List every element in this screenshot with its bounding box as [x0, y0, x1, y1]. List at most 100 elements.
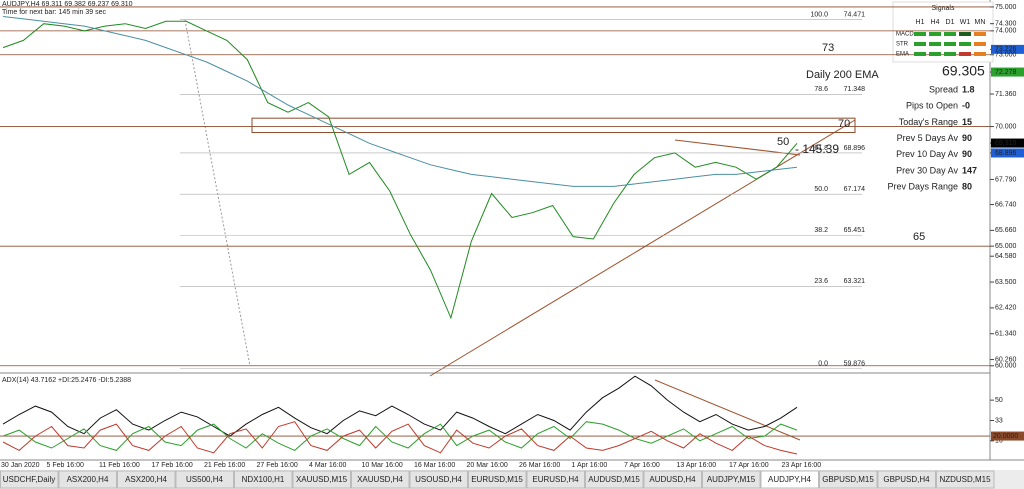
tab[interactable] — [468, 470, 527, 489]
signal-column: MN — [975, 19, 986, 26]
stat-value: 90 — [962, 133, 972, 143]
signal-column: W1 — [960, 19, 971, 26]
tab-label[interactable]: USOUSD,H4 — [415, 475, 462, 484]
y-tick-label: 50 — [995, 397, 1003, 404]
fib-price: 63.321 — [844, 278, 866, 285]
tab-label[interactable]: XAUUSD,H4 — [357, 475, 403, 484]
stat-value: -0 — [962, 101, 970, 111]
fib-price: 68.896 — [844, 145, 866, 152]
tab[interactable] — [0, 470, 59, 489]
stat-value: 90 — [962, 149, 972, 159]
tab[interactable] — [234, 470, 293, 489]
adx-line — [2, 375, 798, 437]
fib-price: 74.471 — [844, 11, 866, 18]
fib-level: 100.0 — [810, 11, 828, 18]
tab-label[interactable]: US500,H4 — [186, 475, 223, 484]
x-tick-label: 20 Mar 16:00 — [467, 462, 508, 469]
signal-bar — [959, 52, 971, 56]
tab-label[interactable]: AUDJPY,H4 — [768, 475, 812, 484]
signal-column: H4 — [931, 19, 940, 26]
y-tick-label: 75.000 — [995, 4, 1017, 11]
tab[interactable] — [58, 470, 117, 489]
tab[interactable] — [117, 470, 176, 489]
tab-label[interactable]: GBPUSD,M15 — [822, 475, 874, 484]
x-tick-label: 17 Apr 16:00 — [729, 462, 769, 469]
signal-bar — [929, 32, 941, 36]
adx-line — [2, 421, 798, 451]
signal-row: MACD — [896, 32, 914, 38]
y-tick-label: 71.360 — [995, 91, 1017, 98]
x-tick-label: 4 Mar 16:00 — [309, 462, 346, 469]
annotation: 73 — [822, 42, 834, 54]
y-tick-label: 73.000 — [995, 52, 1017, 59]
trendline — [429, 119, 856, 377]
tab-label[interactable]: EURUSD,H4 — [532, 475, 579, 484]
fib-level: 23.6 — [814, 278, 828, 285]
tab-label[interactable]: USDCHF,Daily — [3, 475, 55, 484]
y-tick-label: 65.000 — [995, 243, 1017, 250]
y-tick-label: 60.260 — [995, 356, 1017, 363]
x-tick-label: 13 Apr 16:00 — [677, 462, 717, 469]
y-tick-label: 33 — [995, 417, 1003, 424]
y-tick-label: 67.790 — [995, 176, 1017, 183]
x-tick-label: 27 Feb 16:00 — [257, 462, 298, 469]
stat-label: Prev 30 Day Av — [896, 165, 958, 175]
fib-price: 65.451 — [844, 227, 866, 234]
x-tick-label: 11 Feb 16:00 — [99, 462, 140, 469]
tab[interactable] — [526, 470, 585, 489]
signal-bar — [929, 52, 941, 56]
signal-bar — [944, 42, 956, 46]
tab[interactable] — [760, 470, 819, 489]
tab[interactable] — [877, 470, 936, 489]
tab-label[interactable]: EURUSD,M15 — [471, 475, 523, 484]
tab[interactable] — [936, 470, 995, 489]
signals-title: Signals — [932, 5, 955, 12]
signal-bar — [974, 52, 986, 56]
tab[interactable] — [175, 470, 234, 489]
fib-level: 38.2 — [814, 227, 828, 234]
tab-label[interactable]: ASX200,H4 — [125, 475, 167, 484]
tab-label[interactable]: AUDUSD,M15 — [588, 475, 640, 484]
x-tick-label: 23 Apr 16:00 — [782, 462, 822, 469]
tab-label[interactable]: NZDUSD,M15 — [939, 475, 991, 484]
tab-label[interactable]: ASX200,H4 — [67, 475, 109, 484]
y-tick-label: 61.340 — [995, 331, 1017, 338]
x-tick-label: 21 Feb 16:00 — [204, 462, 245, 469]
x-tick-label: 16 Mar 16:00 — [414, 462, 455, 469]
x-tick-label: 5 Feb 16:00 — [47, 462, 84, 469]
price-tag — [991, 431, 1024, 441]
tab[interactable] — [409, 470, 468, 489]
stat-label: Prev 10 Day Av — [896, 149, 958, 159]
tab[interactable] — [292, 470, 351, 489]
signal-row: STR — [896, 42, 909, 48]
price-tag — [991, 138, 1024, 148]
signal-bar — [944, 52, 956, 56]
adx-line — [2, 421, 798, 455]
stat-label: Today's Range — [899, 117, 958, 127]
x-tick-label: 30 Jan 2020 — [1, 462, 40, 469]
tab[interactable] — [351, 470, 410, 489]
stat-value: 1.8 — [962, 84, 975, 94]
fib-price: 67.174 — [844, 186, 866, 193]
stat-label: Spread — [929, 84, 958, 94]
tab-label[interactable]: AUDUSD,H4 — [649, 475, 696, 484]
x-tick-label: 1 Apr 16:00 — [572, 462, 608, 469]
tab-label[interactable]: NDX100,H1 — [242, 475, 285, 484]
tab[interactable] — [585, 470, 644, 489]
level-zone — [251, 117, 856, 134]
signal-bar — [959, 32, 971, 36]
tab-label[interactable]: GBPUSD,H4 — [883, 475, 930, 484]
tab[interactable] — [643, 470, 702, 489]
tab-label[interactable]: XAUUSD,M15 — [296, 475, 348, 484]
tab[interactable] — [819, 470, 878, 489]
y-tick-label: 73.226 — [995, 46, 1017, 53]
tab-label[interactable]: AUDJPY,M15 — [707, 475, 756, 484]
annotation: 65 — [913, 231, 925, 243]
tab[interactable] — [702, 470, 761, 489]
x-tick-label: 17 Feb 16:00 — [152, 462, 193, 469]
y-tick-label: 72.278 — [995, 69, 1017, 76]
stat-value: 80 — [962, 182, 972, 192]
signal-bar — [914, 42, 926, 46]
